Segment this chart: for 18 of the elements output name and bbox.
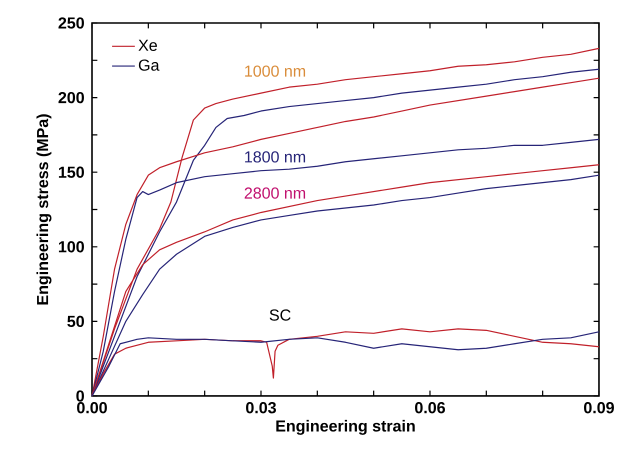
legend-label: Xe [138,40,157,51]
y-tick-label: 0 [76,390,84,402]
annotation: 1000 nm [245,65,306,77]
legend-label: Ga [138,59,160,71]
y-tick-label: 200 [58,92,84,104]
y-tick-label: 150 [58,166,84,178]
annotation: 1800 nm [245,151,306,163]
annotation: 2800 nm [244,187,306,199]
x-tick-label: 0.06 [415,402,445,414]
y-axis-title: Engineering stress (MPa) [36,114,52,304]
annotation: SC [270,309,291,321]
y-tick-label: 250 [58,17,84,29]
y-tick-label: 50 [67,316,84,328]
x-axis-title: Engineering strain [276,420,415,435]
x-tick-label: 0.00 [77,402,107,414]
y-tick-label: 100 [58,241,84,252]
x-tick-label: 0.09 [584,402,614,414]
x-tick-label: 0.03 [246,402,276,414]
